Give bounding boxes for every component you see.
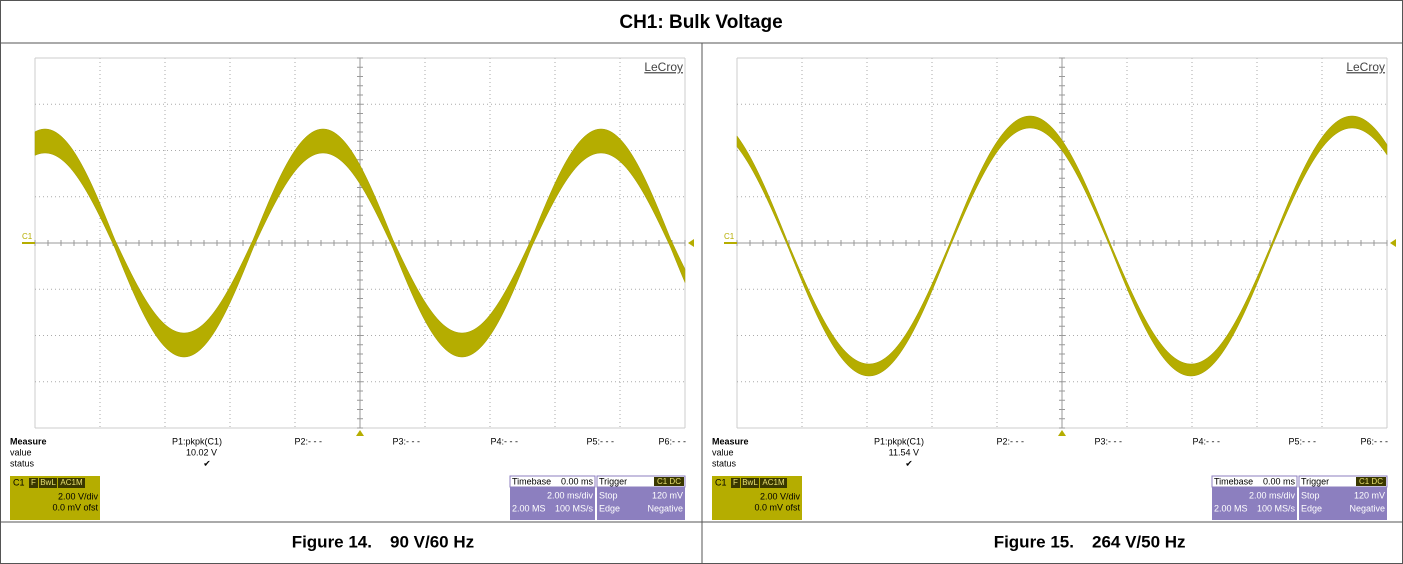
timebase-samples: 2.00 MS xyxy=(1214,503,1248,513)
timebase-label: Timebase xyxy=(512,476,551,486)
timebase-samples: 2.00 MS xyxy=(512,503,546,513)
caption-text: 264 V/50 Hz xyxy=(1092,532,1186,551)
caption-number: Figure 15. xyxy=(994,532,1074,551)
trigger-level: 120 mV xyxy=(1354,490,1385,500)
timebase-delay: 0.00 ms xyxy=(561,476,594,486)
trigger-source-bg xyxy=(1356,477,1386,486)
measure-value: 11.54 V xyxy=(889,447,919,457)
channel-tag-text: F xyxy=(31,478,36,487)
channel-tag-text: BwL xyxy=(40,478,56,487)
timebase-delay: 0.00 ms xyxy=(1263,476,1296,486)
trigger-label: Trigger xyxy=(599,476,627,486)
channel-tag-text: AC1M xyxy=(60,478,83,487)
brand: LeCroy xyxy=(1346,60,1385,74)
channel-tag xyxy=(731,478,740,488)
measure-label: value xyxy=(10,447,32,457)
waveform xyxy=(736,115,1388,377)
channel-label: C1 xyxy=(13,477,25,487)
trigger-source: C1 DC xyxy=(657,477,681,486)
timebase-rate: 100 MS/s xyxy=(1257,503,1296,513)
trigger-source-bg xyxy=(654,477,684,486)
channel-setting: 0.0 mV ofst xyxy=(754,502,800,512)
measure-header: Measure xyxy=(712,436,749,446)
title: CH1: Bulk Voltage xyxy=(619,12,782,33)
trigger-slope: Negative xyxy=(1349,503,1385,513)
trigger-head xyxy=(1298,475,1388,488)
measure-header: P6:- - - xyxy=(1360,436,1388,446)
measure-header: P1:pkpk(C1) xyxy=(172,436,222,446)
measure-header: P5:- - - xyxy=(1288,436,1316,446)
channel-tag-text: AC1M xyxy=(762,478,785,487)
trigger-slope: Negative xyxy=(647,503,683,513)
brand: LeCroy xyxy=(644,60,683,74)
trigger-head xyxy=(596,475,686,488)
channel-tag xyxy=(29,478,38,488)
trigger-mode: Stop xyxy=(599,490,618,500)
measure-header: P2:- - - xyxy=(996,436,1024,446)
channel-tag xyxy=(760,478,787,488)
caption-text: 90 V/60 Hz xyxy=(390,532,474,551)
channel-setting: 2.00 V/div xyxy=(760,491,801,501)
channel-tag-text: BwL xyxy=(742,478,758,487)
trigger-type: Edge xyxy=(599,503,620,513)
timebase-label: Timebase xyxy=(1214,476,1253,486)
measure-label: status xyxy=(10,458,35,468)
trigger-marker xyxy=(688,239,694,247)
channel-tag xyxy=(741,478,759,488)
measure-header: P2:- - - xyxy=(294,436,322,446)
trigger-source: C1 DC xyxy=(1359,477,1383,486)
measure-header: P1:pkpk(C1) xyxy=(874,436,924,446)
waveform xyxy=(34,128,686,358)
timebase-rate: 100 MS/s xyxy=(555,503,594,513)
timebase-scale: 2.00 ms/div xyxy=(547,490,594,500)
measure-header: P3:- - - xyxy=(1094,436,1122,446)
timebase-scale: 2.00 ms/div xyxy=(1249,490,1296,500)
channel-setting: 2.00 V/div xyxy=(58,491,99,501)
channel-label: C1 xyxy=(715,477,727,487)
channel-marker: C1 xyxy=(724,232,735,241)
timebase-head xyxy=(509,475,596,488)
measure-header: P6:- - - xyxy=(658,436,686,446)
trigger-label: Trigger xyxy=(1301,476,1329,486)
measure-status: ✔ xyxy=(905,458,913,468)
measure-label: value xyxy=(712,447,734,457)
trigger-marker xyxy=(1390,239,1396,247)
measure-header: Measure xyxy=(10,436,47,446)
trigger-marker xyxy=(356,430,364,436)
measure-value: 10.02 V xyxy=(186,447,217,457)
channel-setting: 0.0 mV ofst xyxy=(52,502,98,512)
measure-status: ✔ xyxy=(203,458,211,468)
channel-tag xyxy=(39,478,57,488)
channel-marker: C1 xyxy=(22,232,33,241)
measure-header: P5:- - - xyxy=(586,436,614,446)
caption-number: Figure 14. xyxy=(292,532,372,551)
measure-header: P4:- - - xyxy=(490,436,518,446)
measure-header: P3:- - - xyxy=(392,436,420,446)
measure-header: P4:- - - xyxy=(1192,436,1220,446)
channel-tag xyxy=(58,478,85,488)
trigger-mode: Stop xyxy=(1301,490,1320,500)
channel-tag-text: F xyxy=(733,478,738,487)
trigger-marker xyxy=(1058,430,1066,436)
trigger-level: 120 mV xyxy=(652,490,683,500)
timebase-head xyxy=(1211,475,1298,488)
trigger-type: Edge xyxy=(1301,503,1322,513)
measure-label: status xyxy=(712,458,737,468)
